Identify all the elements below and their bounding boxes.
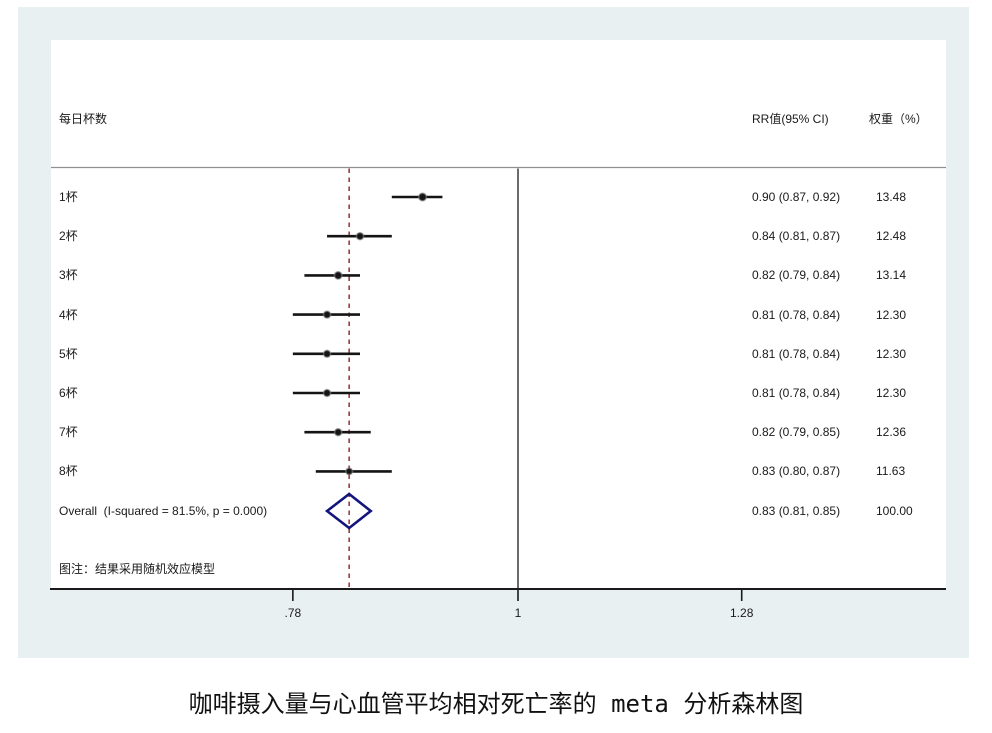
study-label: 3杯 [59, 268, 78, 283]
study-rr-value: 0.81 (0.78, 0.84) [752, 346, 841, 361]
study-rr-value: 0.82 (0.79, 0.84) [752, 268, 841, 283]
x-axis-tick-label: 1 [514, 606, 522, 620]
study-weight-value: 12.30 [876, 346, 907, 361]
graph-region [18, 7, 969, 658]
study-label: 6杯 [59, 386, 78, 400]
study-label: 1杯 [59, 190, 78, 204]
figure-caption: 咖啡摄入量与心血管平均相对死亡率的 meta 分析森林图 [188, 690, 804, 718]
study-weight-value: 12.30 [876, 307, 907, 322]
study-rr-value: 0.82 (0.79, 0.85) [752, 425, 841, 440]
x-axis-tick-label: .78 [284, 606, 302, 620]
column-header-weight: 权重（%） [869, 112, 928, 126]
study-label: 4杯 [59, 307, 78, 322]
study-label: 2杯 [59, 229, 78, 244]
study-label: 7杯 [59, 425, 78, 440]
x-axis-tick-label: 1.28 [730, 606, 754, 620]
study-weight-value: 11.63 [876, 464, 906, 479]
study-rr-value: 0.90 (0.87, 0.92) [752, 190, 841, 204]
study-weight-value: 12.48 [876, 229, 907, 244]
overall-rr-value: 0.83 (0.81, 0.85) [752, 504, 841, 518]
study-rr-value: 0.81 (0.78, 0.84) [752, 386, 841, 400]
study-rr-value: 0.83 (0.80, 0.87) [752, 464, 841, 479]
overall-label: Overall (I-squared = 81.5%, p = 0.000) [59, 504, 268, 518]
study-weight-value: 13.48 [876, 190, 907, 204]
plot-region [51, 40, 946, 589]
study-rr-value: 0.81 (0.78, 0.84) [752, 307, 841, 322]
study-rr-value: 0.84 (0.81, 0.87) [752, 229, 841, 244]
overall-weight-value: 100.00 [876, 504, 913, 518]
study-weight-value: 12.36 [876, 425, 907, 440]
column-header-rr: RR值(95% CI) [752, 112, 829, 126]
study-label: 5杯 [59, 346, 78, 361]
study-weight-value: 12.30 [876, 386, 907, 400]
note-text: 图注：结果采用随机效应模型 [59, 562, 216, 576]
study-label: 8杯 [59, 464, 78, 479]
column-header-group: 每日杯数 [59, 112, 108, 126]
study-weight-value: 13.14 [876, 268, 907, 283]
